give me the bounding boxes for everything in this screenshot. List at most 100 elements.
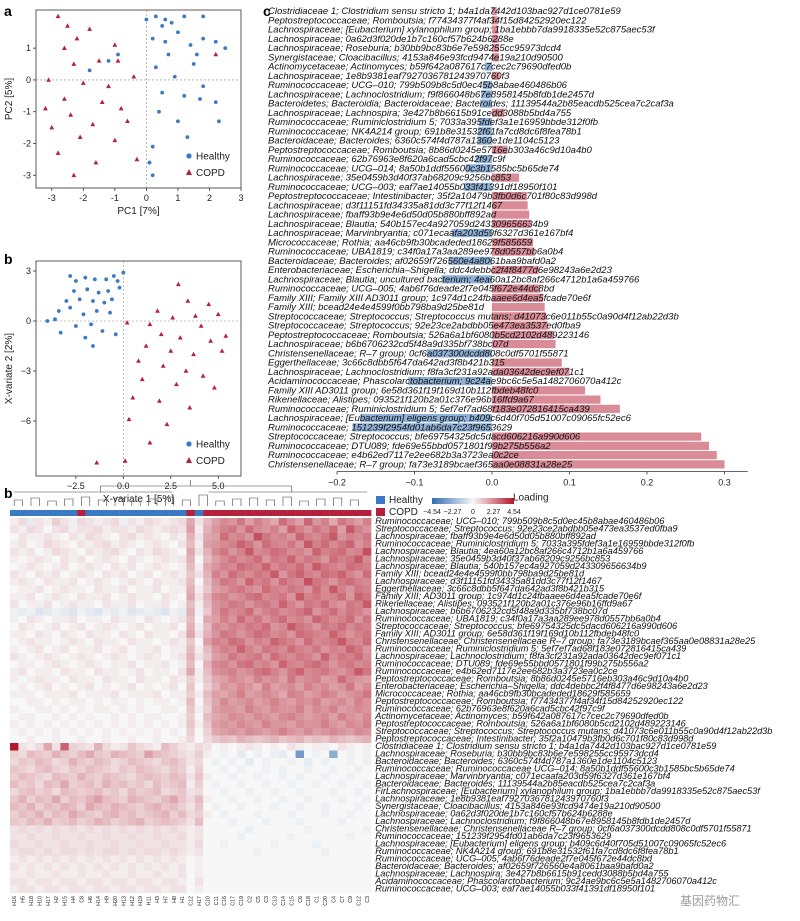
heatmap-cell xyxy=(329,668,338,676)
heatmap-cell xyxy=(329,735,338,744)
heatmap-cell xyxy=(320,578,330,586)
heatmap-cell xyxy=(194,698,204,706)
loading-bar-chart: Clostridiaceae 1; Clostridium sensu stri… xyxy=(267,6,748,504)
heatmap-cell xyxy=(136,713,145,721)
heatmap-cell xyxy=(169,563,179,571)
heatmap-row-label: Lachnospiraceae; d3f11151fd34335a81dd3c7… xyxy=(375,576,602,586)
heatmap-cell xyxy=(211,683,221,691)
heatmap-cell xyxy=(161,863,170,871)
heatmap-cell xyxy=(77,750,86,759)
heatmap-cell xyxy=(178,615,187,624)
heatmap-cell xyxy=(253,623,263,631)
heatmap-cell xyxy=(68,720,78,729)
heatmap-cell xyxy=(186,630,195,639)
heatmap-cell xyxy=(270,705,279,714)
heatmap-cell xyxy=(270,683,279,691)
heatmap-cell xyxy=(68,660,78,669)
heatmap-cell xyxy=(52,638,61,646)
heatmap-cell xyxy=(60,698,69,706)
heatmap-cell xyxy=(211,540,221,549)
copd-point xyxy=(77,134,83,139)
heatmap-row-label: Ruminococcaceae; UCG–003; eaf7ae14055b03… xyxy=(375,884,655,894)
taxon-label: Peptostreptococcaceae; Intestinibacter; … xyxy=(268,191,598,202)
heatmap-cell xyxy=(77,698,86,706)
heatmap-cell xyxy=(253,885,263,894)
heatmap-cell xyxy=(236,885,246,894)
heatmap-cell xyxy=(119,818,128,826)
heatmap-cell xyxy=(26,683,36,691)
heatmap-cell xyxy=(43,750,53,759)
heatmap-cell xyxy=(85,720,95,729)
heatmap-row-label: Peptostreptococcaceae; Romboutsia; f7743… xyxy=(375,696,683,706)
heatmap-cell xyxy=(94,638,103,646)
copd-point xyxy=(46,77,52,82)
heatmap-cell xyxy=(262,885,271,894)
heatmap-cell xyxy=(253,825,263,834)
heatmap-cell xyxy=(194,540,204,549)
heatmap-cell xyxy=(186,555,195,564)
heatmap-column-label: C14 xyxy=(281,896,287,906)
heatmap-cell xyxy=(253,593,263,601)
heatmap-cell xyxy=(354,630,363,639)
heatmap-cell xyxy=(228,645,237,654)
heatmap-cell xyxy=(278,653,288,661)
heatmap-cell xyxy=(270,803,279,811)
taxon-label: Lachnospiraceae; Blautia; uncultured bac… xyxy=(268,274,640,285)
heatmap-cell xyxy=(354,863,363,871)
heatmap-cell xyxy=(236,810,246,819)
heatmap-cell xyxy=(287,780,296,789)
heatmap-cell xyxy=(329,780,338,789)
heatmap-cell xyxy=(144,713,153,721)
heatmap-cell xyxy=(236,870,246,879)
heatmap-cell xyxy=(329,660,338,669)
heatmap-cell xyxy=(270,833,279,841)
heatmap-cell xyxy=(94,705,103,714)
heatmap-cell xyxy=(220,630,229,639)
heatmap-cell xyxy=(270,555,279,564)
heatmap-cell xyxy=(186,705,195,714)
heatmap-cell xyxy=(337,675,347,684)
heatmap-cell xyxy=(194,630,204,639)
heatmap-cell xyxy=(18,758,27,766)
heatmap-cell xyxy=(228,803,237,811)
heatmap-cell xyxy=(295,848,305,856)
heatmap-cell xyxy=(152,525,162,534)
heatmap-cell xyxy=(10,563,19,571)
heatmap-cell xyxy=(287,675,296,684)
heatmap-cell xyxy=(278,758,288,766)
taxon-label: Ruminococcaceae; DTU089; fde69e55bbd0571… xyxy=(268,441,551,452)
heatmap-column-label: C17 xyxy=(231,896,237,906)
heatmap-cell xyxy=(278,638,288,646)
heatmap-row-label: Christensenellaceae; Christensenellaceae… xyxy=(375,824,751,834)
heatmap-cell xyxy=(26,600,36,609)
healthy-point xyxy=(223,46,228,51)
heatmap-cell xyxy=(26,735,36,744)
heatmap-cell xyxy=(102,833,111,841)
heatmap-cell xyxy=(312,735,321,744)
heatmap-cell xyxy=(220,533,229,541)
heatmap-cell xyxy=(253,840,263,849)
heatmap-cell xyxy=(253,548,263,556)
heatmap-cell xyxy=(152,675,162,684)
heatmap-cell xyxy=(362,758,372,766)
heatmap-cell xyxy=(35,855,44,864)
group-bar-healthy xyxy=(94,510,103,516)
healthy-point xyxy=(201,84,206,89)
heatmap-row-label: Ruminococcaceae; NK4A214 group; 691b8e31… xyxy=(375,846,678,856)
heatmap-cell xyxy=(43,645,53,654)
heatmap-cell xyxy=(337,735,347,744)
heatmap-cell xyxy=(178,720,187,729)
x-axis-label: PC1 [7%] xyxy=(117,206,159,217)
heatmap-row-label: Lachnospiraceae; 35e0459b3d40f37ab68209c… xyxy=(375,554,611,564)
copd-point xyxy=(185,298,191,303)
loading-bar-positive xyxy=(492,44,499,53)
heatmap-row-label: FirLachnospiraceae; [Eubacterium] xylano… xyxy=(375,786,761,796)
heatmap-cell xyxy=(136,863,145,871)
heatmap-cell xyxy=(220,608,229,616)
heatmap-cell xyxy=(169,653,179,661)
heatmap-cell xyxy=(320,758,330,766)
heatmap-cell xyxy=(329,548,338,556)
heatmap-cell xyxy=(136,855,145,864)
heatmap-cell xyxy=(26,630,36,639)
heatmap-cell xyxy=(94,578,103,586)
